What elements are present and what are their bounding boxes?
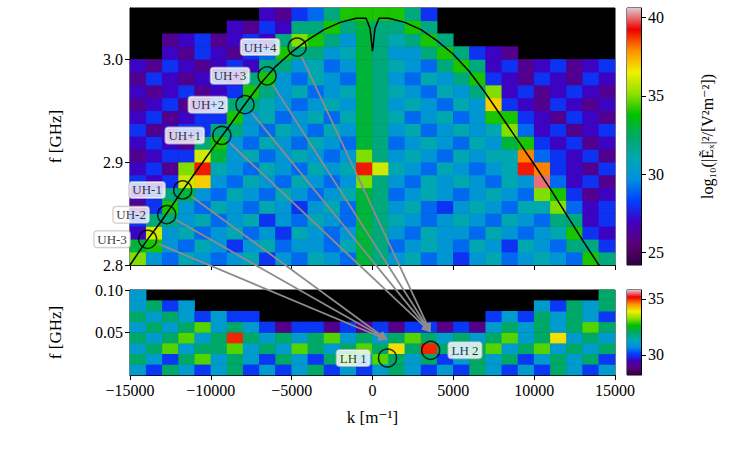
svg-text:30: 30	[648, 346, 664, 363]
svg-text:UH+2: UH+2	[192, 97, 225, 112]
svg-text:2.9: 2.9	[103, 154, 123, 171]
svg-text:UH+3: UH+3	[214, 68, 247, 83]
svg-text:2.8: 2.8	[103, 257, 123, 274]
svg-text:UH+4: UH+4	[244, 40, 277, 55]
svg-text:3.0: 3.0	[103, 51, 123, 68]
svg-text:5000: 5000	[437, 382, 469, 399]
svg-text:40: 40	[648, 9, 664, 26]
svg-text:LH 1: LH 1	[340, 351, 367, 366]
svg-text:0: 0	[369, 382, 377, 399]
svg-text:25: 25	[648, 244, 664, 261]
svg-text:−5000: −5000	[271, 382, 312, 399]
svg-text:k [m⁻¹]: k [m⁻¹]	[347, 408, 398, 427]
svg-text:UH-2: UH-2	[116, 207, 146, 222]
svg-text:UH-1: UH-1	[132, 182, 162, 197]
svg-text:LH 2: LH 2	[451, 343, 478, 358]
svg-text:UH-3: UH-3	[97, 232, 127, 247]
svg-text:−10000: −10000	[186, 382, 235, 399]
svg-text:0.10: 0.10	[95, 282, 123, 299]
svg-text:log₁₀(|Ẽₓ|²/[V²m⁻²]): log₁₀(|Ẽₓ|²/[V²m⁻²])	[699, 74, 717, 199]
svg-text:UH+1: UH+1	[168, 128, 201, 143]
svg-text:0.05: 0.05	[95, 324, 123, 341]
svg-text:f [GHz]: f [GHz]	[46, 306, 65, 359]
svg-text:35: 35	[648, 290, 664, 307]
svg-text:15000: 15000	[595, 382, 635, 399]
svg-text:35: 35	[648, 87, 664, 104]
svg-text:10000: 10000	[514, 382, 554, 399]
svg-text:30: 30	[648, 166, 664, 183]
svg-text:f [GHz]: f [GHz]	[46, 110, 65, 163]
svg-text:−15000: −15000	[105, 382, 154, 399]
